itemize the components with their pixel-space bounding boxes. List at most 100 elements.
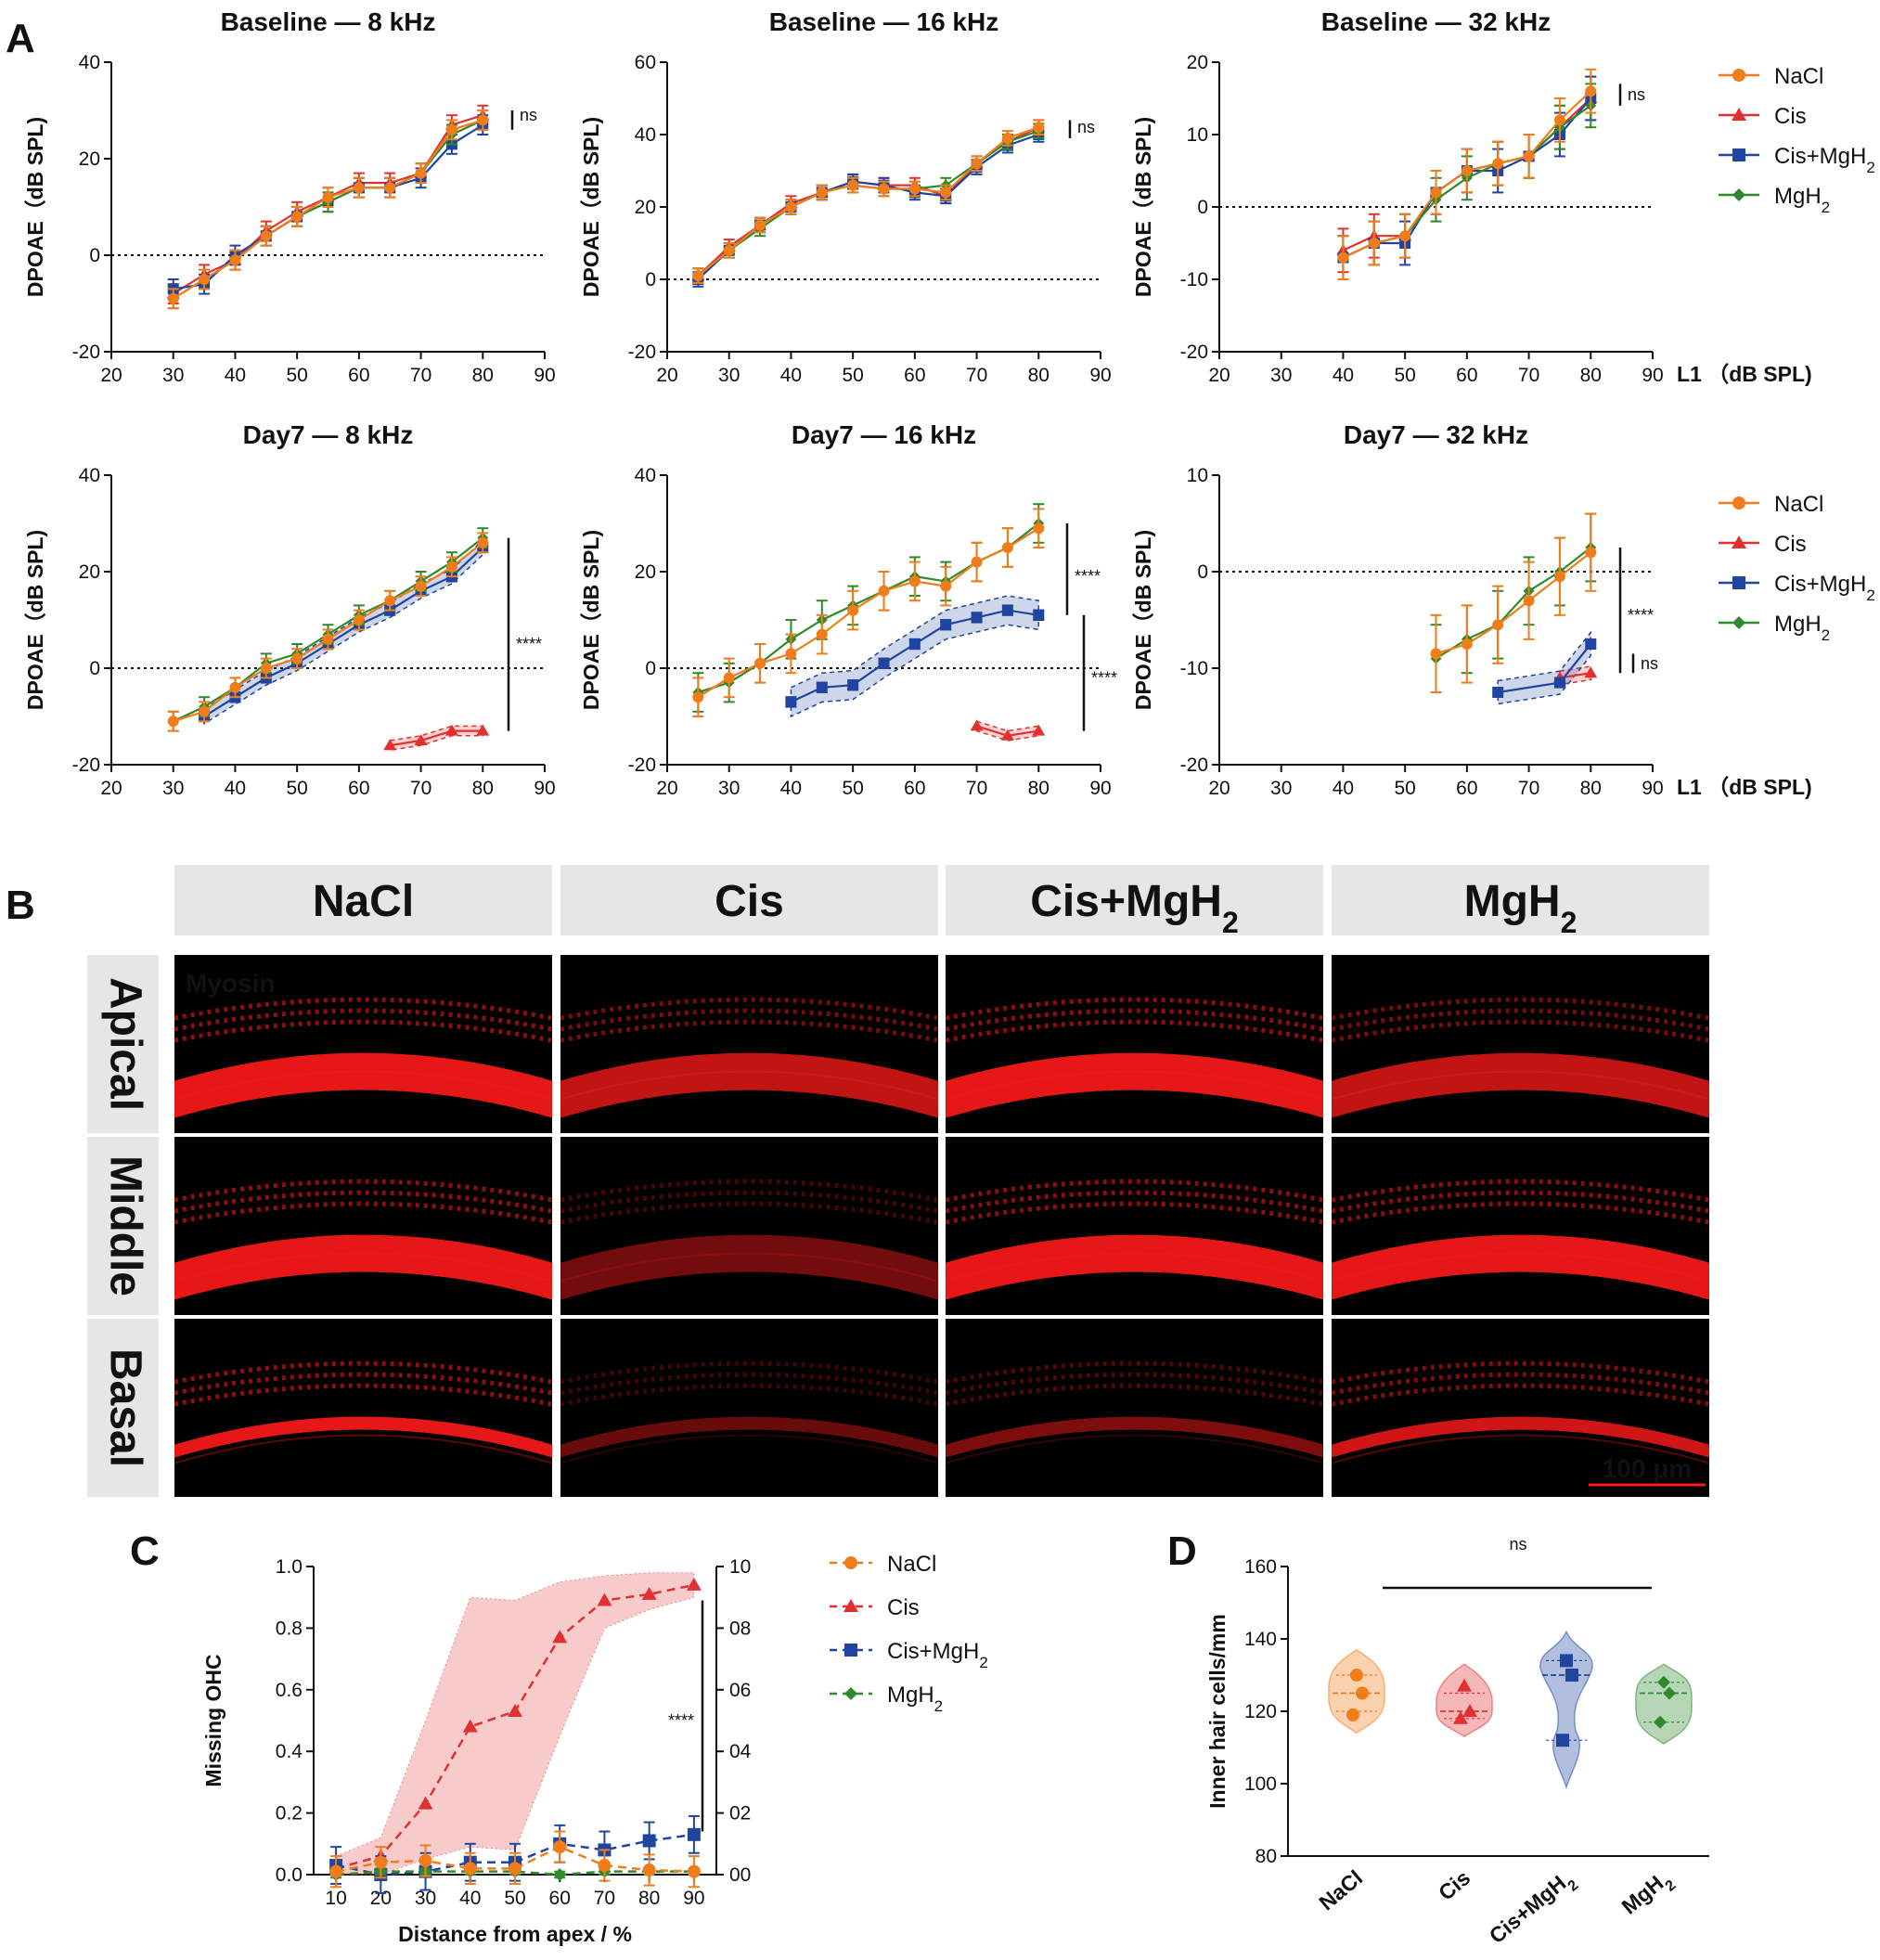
series-nacl-point-marker: [415, 167, 427, 179]
legend-mgh2-marker: [844, 1687, 857, 1700]
series-cis-mgh2-point-marker: [1585, 638, 1597, 650]
row-header-middle: Middle: [100, 1155, 149, 1296]
y-tick-label: 0: [89, 245, 100, 266]
micrograph-background: [946, 955, 1323, 1133]
hair-cell-row: [945, 1201, 1324, 1225]
series-nacl-point-marker: [971, 158, 983, 170]
x-tick-label: 30: [162, 365, 184, 386]
hair-cell-row: [560, 1201, 939, 1225]
x-tick-label: 30: [162, 778, 184, 799]
significance-label: ****: [1091, 668, 1117, 687]
series-nacl-point-marker: [553, 1840, 567, 1854]
series-nacl-point-marker: [509, 1862, 522, 1876]
row-header-box-basal: [87, 1319, 159, 1497]
series-cis-point-marker: [1000, 729, 1014, 741]
series-cis-point-marker: [597, 1592, 612, 1606]
series-nacl-point-marker: [1553, 571, 1565, 583]
micrograph-middle-cis: [560, 1137, 939, 1315]
hair-cell-row: [945, 1383, 1324, 1407]
row-header-box-middle: [87, 1137, 159, 1315]
x-tick-label: 90: [683, 1888, 704, 1909]
tissue-band: [174, 1416, 552, 1458]
series-cis-mgh2-point-marker: [642, 1834, 656, 1848]
hair-cell-row: [174, 1201, 553, 1225]
tissue-edge: [560, 1434, 939, 1464]
x-tick-label: 40: [459, 1888, 481, 1909]
scale-bar-label: 100 μm: [1603, 1454, 1693, 1483]
tissue-band: [946, 1416, 1323, 1458]
series-nacl-point-marker: [1033, 522, 1045, 535]
x-tick-label: 80: [1580, 365, 1602, 386]
series-nacl-point-marker: [477, 536, 489, 548]
series-nacl-point-marker: [260, 663, 272, 674]
micrograph-basal-cis-mgh2: [945, 1319, 1324, 1497]
series-nacl-point-marker: [291, 652, 303, 664]
y-tick-label: 10: [1187, 465, 1208, 486]
panel-letter-c: C: [130, 1528, 160, 1574]
series-nacl-point-marker: [329, 1864, 343, 1878]
series-nacl-point-marker: [723, 672, 735, 684]
series-cis-mgh2-point-marker: [816, 681, 828, 693]
legend-cis-label: Cis: [887, 1595, 920, 1620]
micrograph-middle-mgh2: [1331, 1137, 1710, 1315]
y-tick-label: 0.4: [276, 1741, 303, 1762]
legend-subscript: 2: [1822, 626, 1830, 644]
series-nacl-point-marker: [1001, 542, 1013, 553]
hair-cell-row: [945, 1019, 1324, 1043]
series-cis-point-marker: [476, 724, 490, 736]
x-tick-label: 80: [472, 365, 494, 386]
x-tick-label: 70: [1518, 365, 1539, 386]
x-tick-label: 50: [842, 365, 863, 386]
hair-cell-row: [560, 1372, 939, 1396]
series-cis-mgh2-point-marker: [1001, 604, 1013, 616]
y-tick-label: 10: [1187, 124, 1208, 146]
violin-mgh2: [1635, 1663, 1693, 1746]
series-nacl-point-marker: [754, 219, 766, 231]
panel-letter-a: A: [6, 16, 35, 61]
hair-cell-row: [1331, 997, 1710, 1021]
column-header-box-mgh2: [1332, 865, 1709, 935]
violin-nacl-point-marker: [1350, 1669, 1363, 1682]
series-cis-band: [389, 725, 484, 752]
series-mgh2-line: [697, 130, 1039, 277]
tissue-edge: [560, 1070, 939, 1101]
y-axis-label: DPOAE（dB SPL): [1131, 530, 1155, 710]
series-cis-point-marker: [508, 1704, 522, 1718]
column-header-cis: Cis: [715, 877, 784, 926]
legend-cis-marker: [843, 1599, 858, 1612]
series-nacl-point-marker: [816, 187, 828, 199]
micrograph-background: [560, 955, 938, 1133]
legend-subscript: 2: [1866, 587, 1874, 604]
x-tick-label: 40: [780, 365, 802, 386]
x-tick-label: 50: [842, 778, 863, 799]
micrograph-apical-mgh2: [1331, 955, 1710, 1133]
column-header-box-cis-mgh2: [946, 865, 1323, 935]
y-axis-label: DPOAE（dB SPL): [1131, 117, 1155, 297]
series-nacl-point-marker: [1553, 114, 1565, 126]
y-tick-label: 40: [635, 124, 656, 146]
micrograph-middle-nacl: [174, 1137, 553, 1315]
tissue-band: [174, 1234, 552, 1300]
legend-cis-marker: [1732, 108, 1746, 121]
tissue-edge: [174, 1252, 553, 1283]
hair-cell-row: [1331, 1019, 1710, 1043]
x-tick-label: 90: [1642, 365, 1663, 386]
series-nacl-point-marker: [418, 1854, 432, 1868]
hair-cell-row: [945, 1179, 1324, 1203]
legend-subscript: 2: [1866, 159, 1874, 176]
legend-c: NaCl Cis Cis+MgH2 MgH2: [830, 1552, 988, 1715]
y-tick-label: -10: [1180, 658, 1208, 679]
series-nacl-point-marker: [754, 657, 766, 669]
x-tick-label: 40: [1333, 365, 1354, 386]
x-tick-label: 90: [534, 778, 555, 799]
series-nacl-point-marker: [1492, 158, 1504, 170]
tissue-band: [174, 1052, 552, 1118]
chart-title: Day7 — 16 kHz: [792, 420, 976, 449]
x-tick-label: 10: [325, 1888, 346, 1909]
legend-mgh2-label: MgH2: [1774, 184, 1830, 216]
y-tick-label: 20: [635, 561, 656, 583]
hair-cell-row: [945, 1008, 1324, 1032]
x-tick-label: 60: [904, 365, 925, 386]
micrograph-background: [174, 1137, 552, 1315]
micrograph-background: [1332, 955, 1709, 1133]
